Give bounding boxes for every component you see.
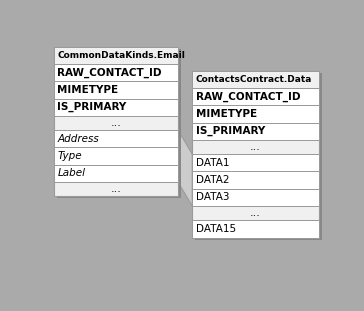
Text: RAW_CONTACT_ID: RAW_CONTACT_ID xyxy=(195,91,300,102)
Text: ...: ... xyxy=(250,142,261,152)
Bar xyxy=(54,147,178,165)
Text: DATA3: DATA3 xyxy=(195,192,229,202)
Polygon shape xyxy=(178,130,192,206)
Bar xyxy=(192,171,319,189)
Bar xyxy=(54,165,178,182)
Bar xyxy=(56,49,181,198)
Bar xyxy=(54,64,178,81)
Bar xyxy=(54,47,178,64)
Text: IS_PRIMARY: IS_PRIMARY xyxy=(58,102,127,112)
Bar xyxy=(192,105,319,123)
Bar xyxy=(54,99,178,116)
Bar xyxy=(192,71,319,88)
Bar xyxy=(54,47,178,196)
Bar xyxy=(54,130,178,147)
Bar xyxy=(192,189,319,206)
Text: MIMETYPE: MIMETYPE xyxy=(58,85,118,95)
Text: IS_PRIMARY: IS_PRIMARY xyxy=(195,126,265,136)
Text: DATA2: DATA2 xyxy=(195,175,229,185)
Text: RAW_CONTACT_ID: RAW_CONTACT_ID xyxy=(58,67,162,78)
Bar xyxy=(192,154,319,171)
Bar xyxy=(195,73,322,240)
Bar xyxy=(192,88,319,105)
Text: DATA1: DATA1 xyxy=(195,158,229,168)
Text: Type: Type xyxy=(58,151,82,161)
Text: MIMETYPE: MIMETYPE xyxy=(195,109,257,119)
Text: ContactsContract.Data: ContactsContract.Data xyxy=(195,75,312,84)
Text: Address: Address xyxy=(58,134,99,144)
Text: DATA15: DATA15 xyxy=(195,224,236,234)
Text: ...: ... xyxy=(250,208,261,218)
Bar xyxy=(192,123,319,140)
Bar xyxy=(192,71,319,238)
Bar xyxy=(54,81,178,99)
Text: ...: ... xyxy=(111,184,122,194)
Text: CommonDataKinds.Email: CommonDataKinds.Email xyxy=(58,51,185,60)
Bar xyxy=(192,220,319,238)
Text: Label: Label xyxy=(58,168,85,178)
Text: ...: ... xyxy=(111,118,122,128)
